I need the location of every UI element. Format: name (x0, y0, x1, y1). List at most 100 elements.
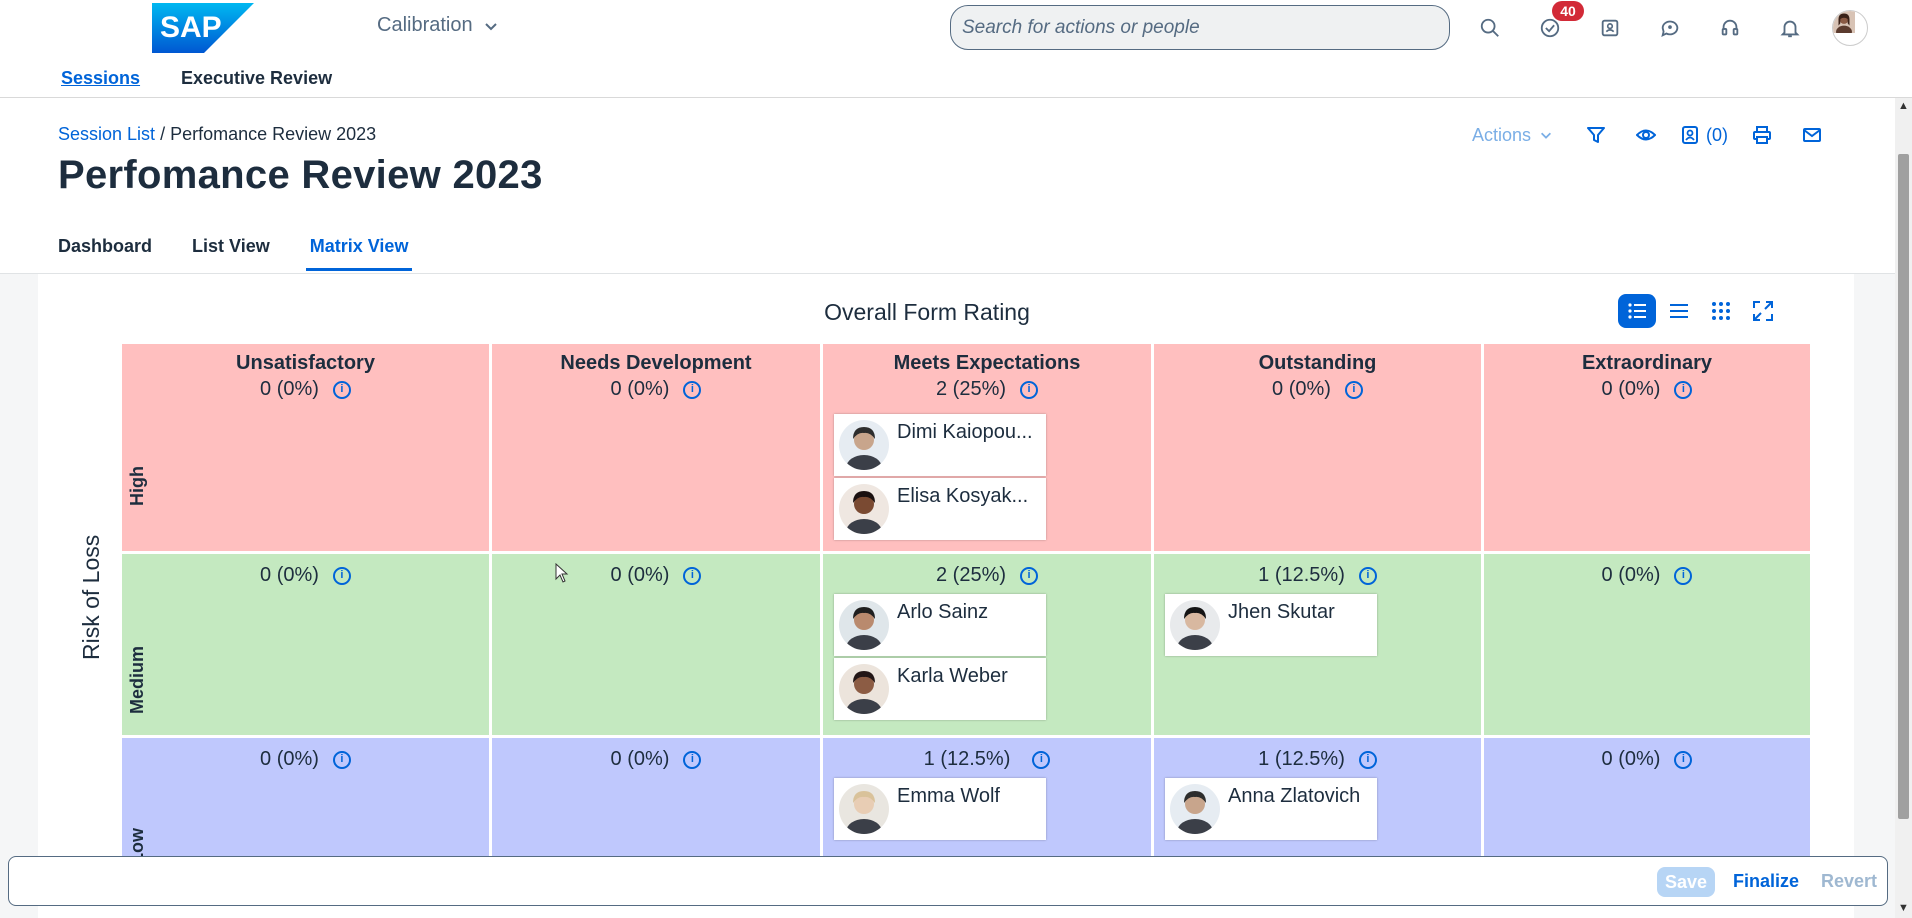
bulleted-list-icon (1628, 303, 1646, 319)
search-input[interactable]: Search for actions or people (950, 5, 1450, 50)
actions-label: Actions (1472, 124, 1532, 145)
tab-matrix-view[interactable]: Matrix View (305, 236, 413, 271)
info-icon[interactable]: i (1674, 750, 1693, 769)
person-assign-icon (1682, 126, 1699, 144)
filter-icon (1587, 127, 1606, 143)
column-header: Meets Expectations (893, 352, 1081, 374)
employee-avatar (1170, 600, 1220, 650)
info-icon[interactable]: i (1032, 750, 1051, 769)
breadcrumb-separator: / (155, 124, 171, 144)
info-icon[interactable]: i (1358, 750, 1377, 769)
sap-logo[interactable]: SAP (152, 3, 254, 53)
scroll-down-arrow-icon[interactable]: ▼ (1898, 902, 1909, 914)
cell-count-text: 1 (12.5%) (923, 748, 1011, 770)
detailed-list-toggle[interactable] (1618, 294, 1656, 328)
app-title: Calibration (377, 14, 473, 36)
cell-count: 0 (0%) i (1484, 378, 1810, 401)
scroll-up-arrow-icon[interactable]: ▲ (1898, 100, 1909, 112)
search-button[interactable] (1460, 0, 1520, 56)
cell-count: 0 (0%) i (1484, 748, 1810, 771)
matrix-cell[interactable]: 1 (12.5%) i Jhen Skutar (1154, 554, 1481, 735)
scrollbar-thumb[interactable] (1898, 154, 1909, 819)
grid-toggle[interactable] (1702, 294, 1740, 328)
header-actions: Actions (0) (1472, 120, 1837, 150)
actions-menu-button[interactable]: Actions (1472, 125, 1553, 146)
employee-card[interactable]: Dimi Kaiopou... (834, 414, 1046, 476)
matrix-cell[interactable]: 0 (0%) i (122, 554, 489, 735)
app-title-menu[interactable]: Calibration (377, 14, 499, 37)
info-icon[interactable]: i (683, 566, 702, 585)
view-button[interactable] (1621, 120, 1671, 150)
row-label: High (127, 466, 147, 506)
chevron-down-icon (1541, 132, 1552, 139)
assign-button[interactable]: (0) (1671, 120, 1737, 150)
column-header: Needs Development (560, 352, 752, 374)
employee-name: Karla Weber (897, 665, 1008, 687)
search-icon (1480, 18, 1499, 37)
info-icon[interactable]: i (1674, 380, 1693, 399)
matrix-cell[interactable]: Unsatisfactory 0 (0%) i (122, 344, 489, 551)
top-navigation: Sessions Executive Review (0, 56, 1912, 98)
info-icon[interactable]: i (332, 566, 351, 585)
info-icon[interactable]: i (1020, 566, 1039, 585)
matrix-cell[interactable]: 2 (25%) i Arlo Sainz Karla Weber (823, 554, 1151, 735)
column-header: Unsatisfactory (236, 352, 375, 374)
vertical-scrollbar[interactable]: ▲ ▼ (1895, 98, 1912, 918)
breadcrumb-session-list[interactable]: Session List (58, 124, 156, 144)
breadcrumb-current: Perfomance Review 2023 (170, 124, 377, 144)
notifications-button[interactable] (1760, 0, 1820, 56)
employee-name: Anna Zlatovich (1228, 785, 1361, 807)
matrix-cell[interactable]: 0 (0%) i (492, 554, 820, 735)
employee-card[interactable]: Arlo Sainz (834, 594, 1046, 656)
revert-button[interactable]: Revert (1821, 871, 1878, 891)
fullscreen-icon (1753, 301, 1773, 321)
email-button[interactable] (1787, 120, 1837, 150)
cell-count-text: 0 (0%) (260, 378, 319, 400)
save-button[interactable]: Save (1657, 867, 1715, 897)
eye-icon (1636, 129, 1657, 141)
cell-count-text: 0 (0%) (1601, 564, 1661, 586)
matrix-cell[interactable]: Needs Development 0 (0%) i (492, 344, 820, 551)
tab-list-view[interactable]: List View (192, 236, 270, 256)
filter-button[interactable] (1571, 120, 1621, 150)
list-icon (1670, 304, 1688, 318)
nav-executive-review[interactable]: Executive Review (181, 68, 333, 88)
info-icon[interactable]: i (683, 380, 702, 399)
cell-count-text: 0 (0%) (610, 748, 670, 770)
user-menu-button[interactable] (1820, 0, 1880, 56)
employee-card[interactable]: Karla Weber (834, 658, 1046, 720)
tasks-button[interactable]: 40 (1520, 0, 1584, 56)
info-icon[interactable]: i (1358, 566, 1377, 585)
info-icon[interactable]: i (332, 750, 351, 769)
contacts-button[interactable] (1580, 0, 1640, 56)
info-icon[interactable]: i (1344, 380, 1363, 399)
info-icon[interactable]: i (1020, 380, 1039, 399)
print-button[interactable] (1737, 120, 1787, 150)
nav-sessions[interactable]: Sessions (61, 68, 141, 88)
matrix-cell[interactable]: Extraordinary 0 (0%) i (1484, 344, 1810, 551)
employee-card[interactable]: Anna Zlatovich (1165, 778, 1377, 840)
info-icon[interactable]: i (1674, 566, 1693, 585)
search-placeholder: Search for actions or people (962, 16, 1200, 38)
support-button[interactable] (1700, 0, 1760, 56)
info-icon[interactable]: i (683, 750, 702, 769)
employee-card[interactable]: Elisa Kosyak... (834, 478, 1046, 540)
finalize-button[interactable]: Finalize (1733, 871, 1800, 891)
info-icon[interactable]: i (332, 380, 351, 399)
employee-card[interactable]: Emma Wolf (834, 778, 1046, 840)
chat-icon (1661, 20, 1679, 38)
matrix-cell[interactable]: Meets Expectations 2 (25%) i Dimi Kaiopou..… (823, 344, 1151, 551)
matrix-cell[interactable]: 0 (0%) i (1484, 554, 1810, 735)
tab-dashboard[interactable]: Dashboard (58, 236, 153, 256)
envelope-icon (1803, 128, 1822, 142)
cell-count: 0 (0%) i (122, 378, 489, 401)
compact-list-toggle[interactable] (1660, 294, 1698, 328)
notification-badge: 40 (1552, 1, 1584, 21)
employee-avatar (839, 420, 889, 470)
employee-card[interactable]: Jhen Skutar (1165, 594, 1377, 656)
feedback-button[interactable] (1640, 0, 1700, 56)
matrix-view-toggles (1618, 294, 1782, 328)
fullscreen-toggle[interactable] (1744, 294, 1782, 328)
matrix-cell[interactable]: Outstanding 0 (0%) i (1154, 344, 1481, 551)
